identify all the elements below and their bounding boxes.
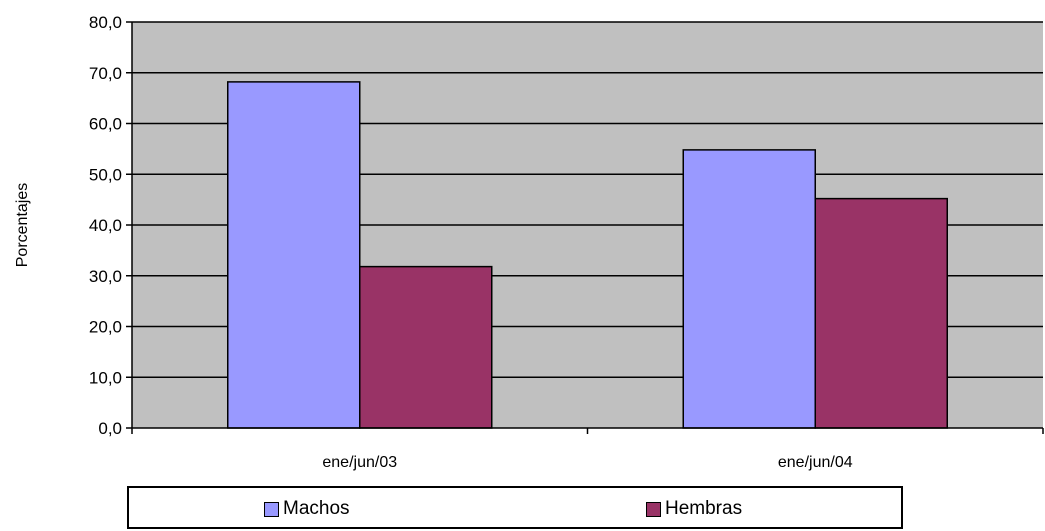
y-tick-label: 70,0 bbox=[89, 64, 122, 83]
legend-label-hembras: Hembras bbox=[665, 498, 743, 519]
legend-swatch-hembras bbox=[646, 501, 661, 517]
bar-hembras-0 bbox=[359, 265, 493, 429]
y-tick-label: 50,0 bbox=[89, 165, 122, 184]
bar-hembras-1 bbox=[814, 197, 948, 429]
bars bbox=[227, 81, 948, 429]
y-tick-label: 60,0 bbox=[89, 115, 122, 134]
legend-label-machos: Machos bbox=[283, 498, 350, 519]
y-tick-labels: 0,0 10,0 20,0 30,0 40,0 50,0 60,0 70,0 80,0 bbox=[89, 13, 132, 438]
y-tick-label: 20,0 bbox=[89, 318, 122, 337]
x-category-labels: ene/jun/03 ene/jun/04 bbox=[322, 454, 852, 471]
x-category-label: ene/jun/04 bbox=[778, 454, 853, 471]
legend-item-machos: Machos bbox=[264, 498, 350, 520]
legend-swatch-machos bbox=[264, 501, 279, 517]
bar-machos-1 bbox=[682, 149, 816, 429]
y-tick-label: 80,0 bbox=[89, 13, 122, 32]
y-tick-label: 0,0 bbox=[98, 419, 122, 438]
x-category-label: ene/jun/03 bbox=[322, 454, 397, 471]
legend: Machos Hembras bbox=[127, 486, 903, 529]
y-axis-label: Porcentajes bbox=[14, 183, 31, 268]
y-tick-label: 10,0 bbox=[89, 368, 122, 387]
y-tick-label: 40,0 bbox=[89, 216, 122, 235]
bar-machos-0 bbox=[227, 81, 361, 429]
legend-item-hembras: Hembras bbox=[646, 498, 742, 520]
y-tick-label: 30,0 bbox=[89, 267, 122, 286]
